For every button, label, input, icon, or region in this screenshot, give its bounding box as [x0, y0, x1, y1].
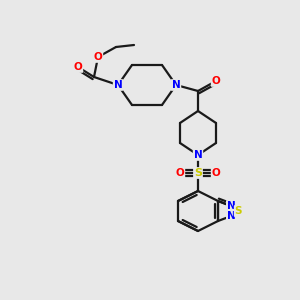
- Text: N: N: [172, 80, 180, 90]
- Text: N: N: [114, 80, 122, 90]
- Text: O: O: [94, 52, 102, 62]
- Text: N: N: [227, 211, 236, 221]
- Text: O: O: [212, 76, 220, 86]
- Text: N: N: [194, 150, 202, 160]
- Text: S: S: [235, 206, 242, 216]
- Text: S: S: [194, 168, 202, 178]
- Text: O: O: [176, 168, 184, 178]
- Text: N: N: [227, 201, 236, 211]
- Text: O: O: [212, 168, 220, 178]
- Text: O: O: [74, 62, 82, 72]
